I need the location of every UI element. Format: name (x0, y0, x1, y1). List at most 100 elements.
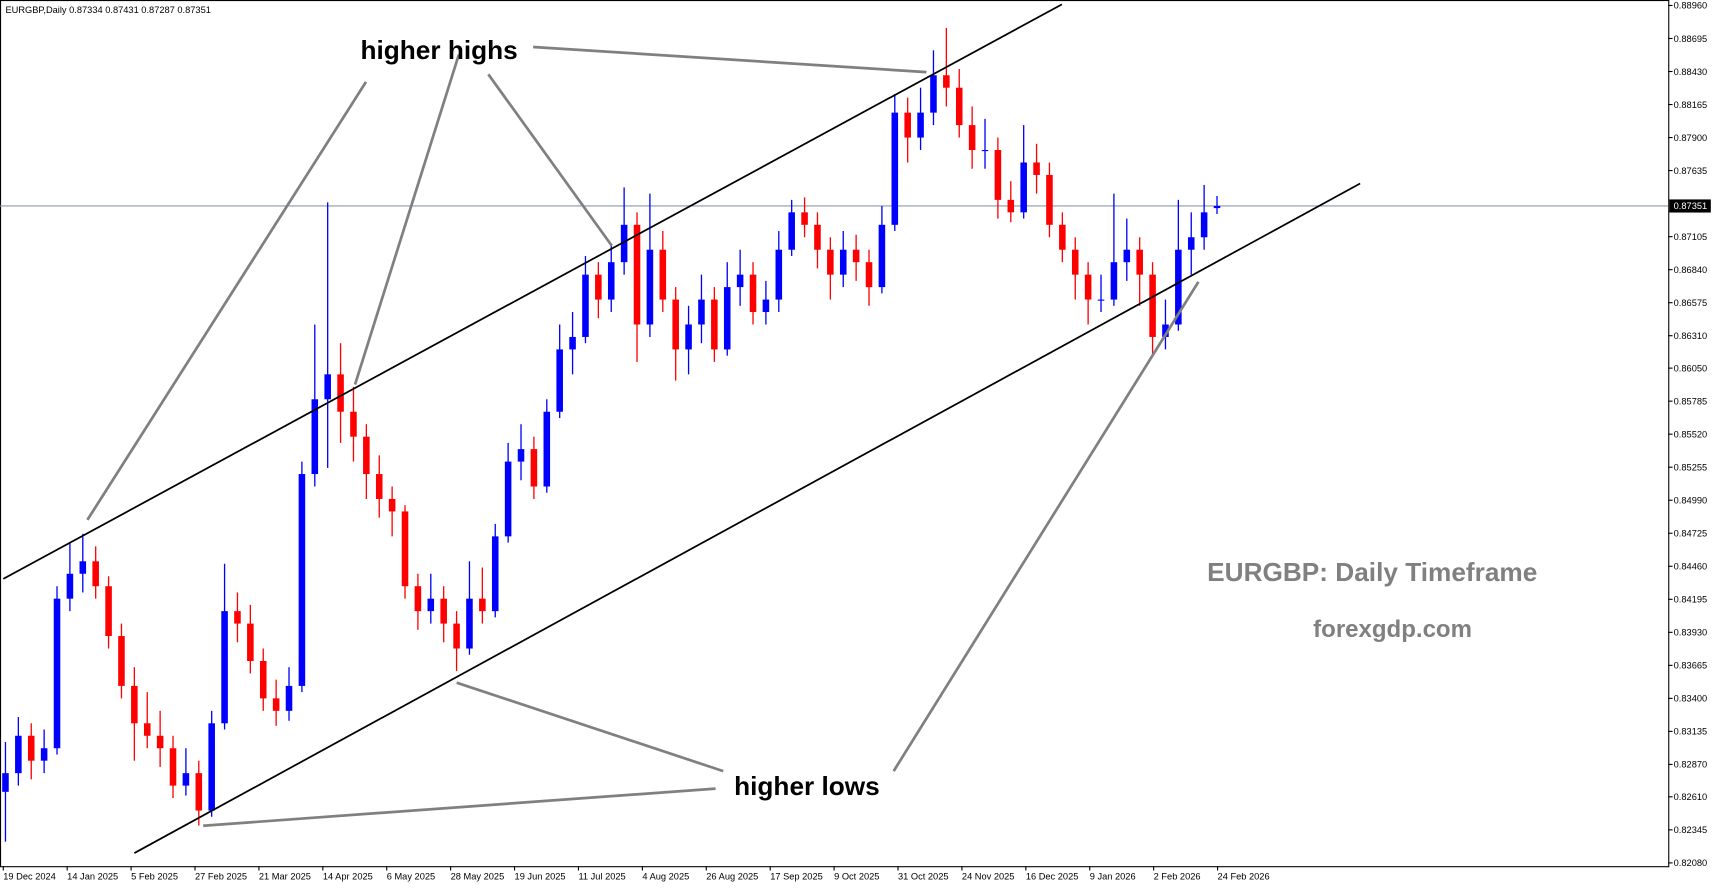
candles (2, 27, 1221, 842)
x-tick-label: 14 Jan 2025 (67, 871, 118, 881)
candle-body (1046, 174, 1053, 225)
y-tick-label: 0.84990 (1674, 495, 1708, 505)
x-tick-label: 19 Dec 2024 (3, 871, 56, 881)
candle-body (930, 75, 937, 113)
pointer (533, 45, 927, 74)
x-tick-label: 4 Aug 2025 (642, 871, 689, 881)
candle-body (517, 449, 525, 462)
candle-body (414, 586, 422, 612)
candle-body (1084, 274, 1092, 300)
candle-body (131, 685, 138, 724)
candle-body (118, 636, 125, 686)
candle-body (1020, 162, 1027, 213)
candle-body (723, 287, 731, 350)
candle-body (208, 723, 215, 811)
y-tick-label: 0.87900 (1674, 133, 1708, 143)
annotation: higher lows (734, 771, 880, 801)
x-tick-label: 28 May 2025 (451, 871, 505, 881)
candle-body (427, 598, 435, 612)
x-tick-label: 9 Oct 2025 (834, 871, 879, 881)
candle-body (105, 586, 112, 637)
candle-body (504, 461, 512, 537)
x-tick-label: 24 Feb 2026 (1218, 871, 1270, 881)
channel (2, 3, 1361, 854)
candle-body (994, 150, 1002, 200)
candle-body (182, 773, 190, 786)
candle-body (620, 224, 628, 263)
candle-body (479, 598, 486, 612)
candle-body (878, 224, 886, 288)
candle-body (401, 511, 409, 587)
watermark: forexgdp.com (1313, 616, 1472, 643)
x-tick-label: 19 Jun 2025 (515, 871, 566, 881)
candle-body (762, 299, 770, 313)
y-tick-label: 0.82870 (1674, 760, 1708, 770)
candle-body (15, 735, 22, 774)
y-tick-label: 0.83665 (1674, 661, 1708, 671)
candle-body (711, 299, 718, 350)
candle-body (156, 735, 164, 749)
candle-body (1136, 249, 1143, 275)
candle-body (247, 623, 254, 661)
candle-body (195, 773, 203, 811)
x-tick-label: 16 Dec 2025 (1026, 871, 1079, 881)
candle-body (736, 274, 744, 288)
x-tick-label: 9 Jan 2026 (1090, 871, 1136, 881)
pointer (892, 281, 1200, 772)
candle-body (865, 262, 873, 288)
plot-frame (0, 0, 1670, 868)
candle-body (1187, 237, 1195, 250)
candle-body (66, 573, 74, 599)
pointer (487, 73, 613, 247)
candle-body (685, 324, 692, 350)
y-tick-label: 0.84725 (1674, 529, 1708, 539)
y-tick-label: 0.86310 (1674, 331, 1708, 341)
current-price-label: 0.87351 (1674, 201, 1708, 211)
candle-body (491, 536, 499, 612)
candle-body (814, 224, 821, 250)
lower-trendline (133, 182, 1361, 854)
candle-body (981, 150, 989, 152)
x-tick-label: 27 Feb 2025 (195, 871, 247, 881)
x-tick-label: 14 Apr 2025 (323, 871, 373, 881)
candle-body (968, 125, 976, 151)
candle-body (40, 748, 48, 761)
candle-body (272, 698, 280, 711)
y-tick-label: 0.87635 (1674, 166, 1708, 176)
y-tick-label: 0.83400 (1674, 694, 1708, 704)
y-tick-label: 0.84460 (1674, 562, 1708, 572)
candle-body (79, 561, 87, 574)
x-tick-label: 21 Mar 2025 (259, 871, 311, 881)
high-value: 0.87431 (105, 5, 139, 15)
x-tick-label: 5 Feb 2025 (131, 871, 178, 881)
candle-body (917, 112, 924, 138)
y-tick-label: 0.86575 (1674, 298, 1708, 308)
candle-body (1033, 162, 1040, 175)
candle-body (311, 399, 319, 475)
candle-body (92, 561, 99, 587)
candle-body (1097, 299, 1105, 301)
candle-body (285, 685, 293, 711)
candle-body (1213, 205, 1221, 209)
candle-body (904, 112, 911, 138)
y-tick-label: 0.83930 (1674, 628, 1708, 638)
candle-body (943, 75, 950, 88)
pointer (456, 681, 724, 773)
x-tick-label: 31 Oct 2025 (898, 871, 948, 881)
pointers (86, 45, 1200, 828)
pointer (86, 81, 368, 521)
candle-body (169, 748, 177, 786)
current-price-tag (1669, 199, 1711, 213)
candle-body (633, 224, 641, 325)
candle-body (1175, 249, 1182, 325)
y-tick-label: 0.82080 (1674, 858, 1708, 868)
candle-body (582, 274, 589, 337)
candle-body (839, 249, 847, 275)
x-tick-label: 24 Nov 2025 (962, 871, 1015, 881)
candle-body (1007, 199, 1015, 213)
y-tick-label: 0.87105 (1674, 232, 1708, 242)
y-tick-label: 0.88695 (1674, 34, 1708, 44)
y-tick-label: 0.88960 (1674, 1, 1708, 11)
candle-body (143, 723, 151, 736)
low-value: 0.87287 (141, 5, 175, 15)
